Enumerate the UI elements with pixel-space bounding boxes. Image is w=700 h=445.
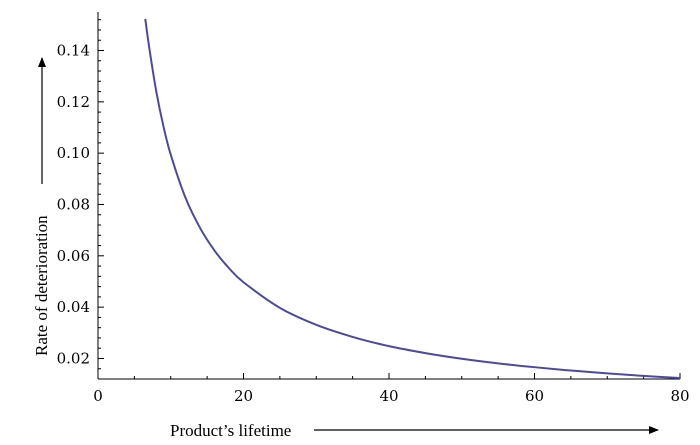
series-line bbox=[144, 18, 681, 379]
y-tick-label: 0.12 bbox=[57, 93, 90, 111]
x-tick-label: 20 bbox=[234, 387, 253, 405]
series-group bbox=[144, 18, 681, 379]
y-tick-label: 0.08 bbox=[57, 195, 90, 213]
y-tick-label: 0.02 bbox=[57, 349, 90, 367]
x-tick-label: 80 bbox=[670, 387, 689, 405]
x-tick-label: 0 bbox=[93, 387, 103, 405]
y-ticks: 0.02 0.04 0.06 0.08 0.10 0.12 0.14 bbox=[57, 19, 104, 380]
y-axis-title: Rate of deterioration bbox=[32, 215, 51, 356]
x-tick-label: 40 bbox=[379, 387, 398, 405]
y-tick-label: 0.10 bbox=[57, 144, 90, 162]
x-ticks: 0 20 40 60 80 bbox=[93, 373, 690, 405]
x-axis-title: Product’s lifetime bbox=[170, 421, 291, 440]
y-tick-label: 0.06 bbox=[57, 247, 90, 265]
y-tick-label: 0.04 bbox=[57, 298, 90, 316]
y-tick-label: 0.14 bbox=[57, 41, 90, 59]
x-axis-title-group: Product’s lifetime bbox=[170, 421, 659, 440]
y-axis-title-group: Rate of deterioration bbox=[32, 57, 51, 356]
x-tick-label: 60 bbox=[525, 387, 544, 405]
